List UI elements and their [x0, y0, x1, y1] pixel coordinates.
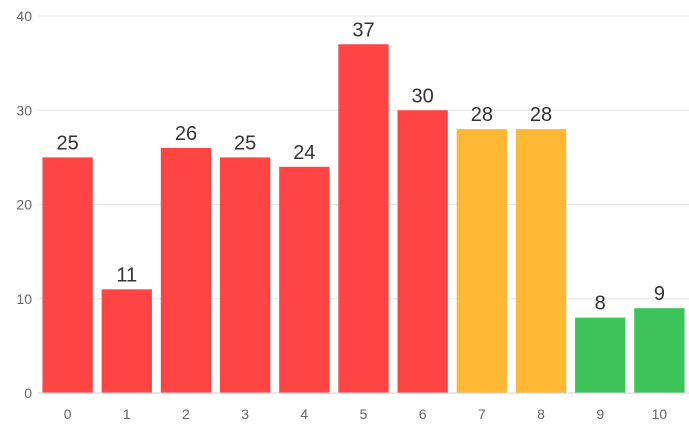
x-tick-label: 8: [537, 406, 545, 422]
x-tick-label: 3: [241, 406, 249, 422]
bar: [634, 308, 685, 393]
data-labels: 25 11 26 25 24 37 30 28 28 8 9: [56, 19, 665, 314]
bar: [575, 317, 626, 393]
bar: [397, 110, 448, 393]
bar: [160, 147, 212, 393]
bar: [279, 166, 330, 393]
x-tick-label: 2: [182, 406, 190, 422]
y-tick-label: 0: [24, 385, 32, 401]
x-tick-label: 6: [419, 406, 427, 422]
y-tick-label: 10: [16, 291, 32, 307]
data-label: 25: [56, 132, 78, 154]
bar: [456, 129, 508, 393]
x-tick-label: 7: [478, 406, 486, 422]
data-label: 28: [471, 104, 493, 126]
data-label: 9: [654, 283, 665, 305]
data-label: 26: [175, 123, 197, 145]
data-label: 28: [530, 104, 552, 126]
bar: [338, 44, 389, 394]
data-label: 37: [352, 19, 374, 41]
data-label: 11: [116, 264, 137, 286]
bar: [219, 157, 271, 393]
x-axis-ticks: 0 1 2 3 4 5 6 7 8 9 10: [64, 406, 668, 422]
x-tick-label: 5: [360, 406, 368, 422]
x-tick-label: 10: [652, 406, 668, 422]
bars: [42, 44, 685, 394]
data-label: 8: [595, 293, 606, 315]
y-tick-label: 30: [16, 102, 32, 118]
data-label: 24: [293, 142, 315, 164]
data-label: 25: [234, 132, 256, 154]
x-tick-label: 0: [64, 406, 72, 422]
bar: [515, 129, 567, 393]
bar: [101, 289, 152, 393]
y-tick-label: 40: [16, 8, 32, 24]
x-tick-label: 9: [596, 406, 604, 422]
bar: [42, 157, 93, 393]
y-axis-ticks: 0 10 20 30 40: [16, 8, 32, 401]
y-tick-label: 20: [16, 197, 32, 213]
x-tick-label: 4: [300, 406, 308, 422]
data-label: 30: [412, 85, 434, 107]
x-tick-label: 1: [123, 406, 131, 422]
